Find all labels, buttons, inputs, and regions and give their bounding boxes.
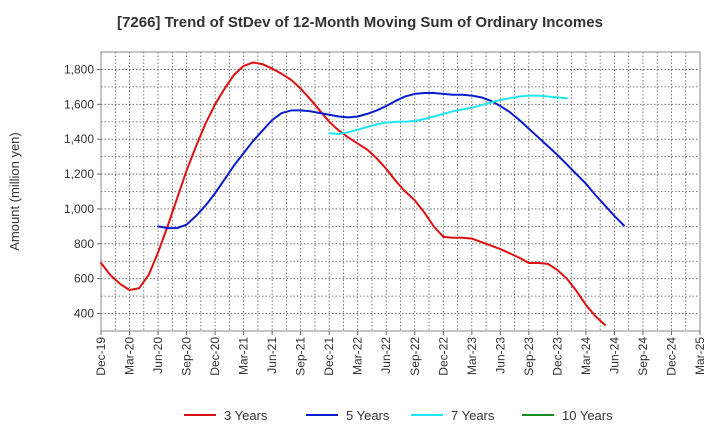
y-tick-label: 1,000 [64,202,94,216]
x-tick-label: Jun-20 [151,337,165,374]
legend-label-3-years: 3 Years [224,408,268,423]
x-tick-label: Dec-20 [208,337,222,376]
y-tick-label: 1,800 [64,62,94,76]
y-tick-label: 1,200 [64,167,94,181]
legend-label-10-years: 10 Years [562,408,613,423]
series-line-3-years [100,61,606,326]
y-tick-label: 1,600 [64,97,94,111]
x-tick-label: Mar-24 [579,337,593,375]
x-tick-label: Dec-22 [436,337,450,376]
x-tick-label: Jun-21 [265,337,279,374]
x-tick-label: Dec-21 [322,337,336,376]
x-tick-label: Mar-21 [237,337,251,375]
y-tick-label: 1,400 [64,132,94,146]
x-tick-label: Sep-23 [522,337,536,376]
legend-label-7-years: 7 Years [451,408,495,423]
y-tick-label: 400 [74,307,94,321]
x-tick-label: Sep-22 [408,337,422,376]
x-tick-label: Jun-23 [493,337,507,374]
x-tick-label: Dec-19 [94,337,108,376]
x-tick-label: Jun-22 [379,337,393,374]
series-line-7-years [328,94,568,135]
x-tick-label: Mar-20 [123,337,137,375]
x-tick-label: Dec-23 [550,337,564,376]
plot-area [101,52,700,331]
series-line-5-years [157,91,625,230]
x-tick-label: Mar-23 [465,337,479,375]
legend-label-5-years: 5 Years [346,408,390,423]
y-axis-title: Amount (million yen) [7,132,22,251]
chart-title: [7266] Trend of StDev of 12-Month Moving… [117,14,603,31]
x-tick-label: Dec-24 [664,337,678,376]
x-tick-label: Jun-24 [607,337,621,374]
plot-border [100,51,701,332]
x-tick-label: Sep-21 [294,337,308,376]
y-tick-label: 600 [74,272,94,286]
y-tick-label: 800 [74,237,94,251]
x-tick-label: Mar-22 [351,337,365,375]
x-tick-label: Sep-20 [180,337,194,376]
x-tick-label: Sep-24 [636,337,650,376]
x-tick-label: Mar-25 [693,337,707,375]
